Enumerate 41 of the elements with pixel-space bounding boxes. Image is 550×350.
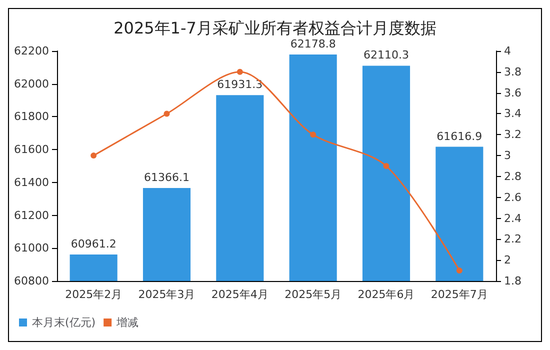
point [383,163,390,169]
y2-tick-label: 3.4 [504,107,522,120]
data-label: 60961.2 [70,238,116,251]
x-tick-label: 2025年7月 [430,288,488,301]
y2-tick-label: 2 [504,254,511,267]
y2-tick-label: 2.4 [504,212,522,225]
legend-label: 本月末(亿元) [32,316,96,329]
y-tick-label: 60800 [14,274,49,288]
legend-label: 增减 [116,316,139,329]
y2-tick-label: 3.6 [504,86,522,100]
y2-tick-label: 3 [504,149,511,162]
y2-tick-label: 2.8 [504,170,522,183]
y2-tick-label: 3.8 [504,65,522,78]
data-label: 62178.8 [290,37,336,50]
point [456,268,462,274]
data-label: 62110.3 [364,48,409,62]
x-tick-label: 2025年5月 [284,288,342,301]
y2-tick-label: 3.2 [504,128,522,142]
y-tick-label: 62200 [14,44,49,58]
data-label: 61931.3 [217,78,263,92]
point [236,68,243,75]
x-tick-label: 2025年6月 [358,288,415,301]
data-label: 61616.9 [436,130,482,143]
x-tick-label: 2025年3月 [138,288,196,301]
y-tick-label: 61200 [14,208,49,222]
y2-tick-label: 1.8 [504,274,522,288]
y-tick-label: 61800 [14,110,49,124]
point [164,110,170,117]
y-tick-label: 61400 [14,176,49,189]
data-label: 61366.1 [144,171,190,184]
y-tick-label: 62000 [14,77,49,90]
point [310,132,316,138]
chart-title: 2025年1-7月采矿业所有者权益合计月度数据 [114,18,436,38]
y-tick-label: 61600 [14,143,49,156]
y-tick-label: 61000 [14,242,49,255]
y2-tick-label: 2.2 [504,232,522,246]
y2-tick-label: 2.6 [504,190,522,204]
point [90,152,97,159]
x-tick-label: 2025年4月 [211,288,268,301]
y2-tick-label: 4 [504,44,511,58]
x-tick-label: 2025年2月 [65,288,122,301]
